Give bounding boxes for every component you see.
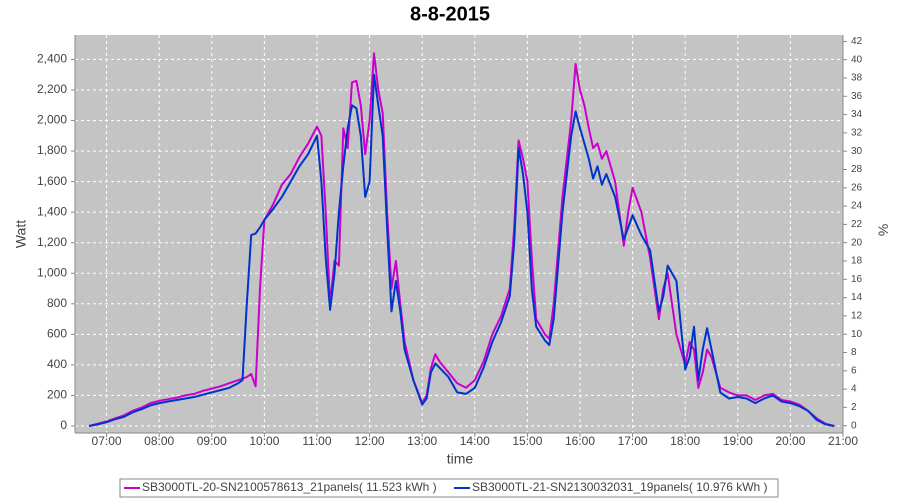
y-tick-label: 1,200 xyxy=(37,235,67,249)
y2-tick-label: 8 xyxy=(851,347,857,358)
x-tick-label: 21:00 xyxy=(828,434,858,448)
x-tick-label: 16:00 xyxy=(565,434,595,448)
x-tick-label: 07:00 xyxy=(92,434,122,448)
y2-tick-label: 6 xyxy=(851,365,857,376)
x-tick-label: 19:00 xyxy=(723,434,753,448)
y2-tick-label: 26 xyxy=(851,182,863,193)
y2-tick-label: 20 xyxy=(851,237,863,248)
x-tick-label: 12:00 xyxy=(355,434,385,448)
y-tick-label: 2,000 xyxy=(37,113,67,127)
y-tick-label: 800 xyxy=(47,296,67,310)
y-tick-label: 600 xyxy=(47,327,67,341)
y2-tick-label: 34 xyxy=(851,109,863,120)
y2-tick-label: 36 xyxy=(851,91,863,102)
y2-tick-label: 12 xyxy=(851,311,863,322)
chart-title: 8-8-2015 xyxy=(410,3,490,25)
legend-label: SB3000TL-21-SN2130032031_19panels( 10.97… xyxy=(472,480,768,494)
y-tick-label: 200 xyxy=(47,388,67,402)
x-tick-label: 13:00 xyxy=(407,434,437,448)
y2-tick-label: 0 xyxy=(851,420,857,431)
legend-label: SB3000TL-20-SN2100578613_21panels( 11.52… xyxy=(142,480,437,494)
y2-tick-label: 38 xyxy=(851,73,863,84)
x-tick-label: 15:00 xyxy=(512,434,542,448)
y2-tick-label: 40 xyxy=(851,54,863,65)
y-tick-label: 400 xyxy=(47,357,67,371)
y-tick-label: 2,200 xyxy=(37,82,67,96)
series-line xyxy=(88,52,835,427)
y-tick-label: 1,600 xyxy=(37,174,67,188)
y-tick-label: 2,400 xyxy=(37,52,67,66)
y2-tick-label: 30 xyxy=(851,146,863,157)
y2-tick-label: 42 xyxy=(851,36,863,47)
y-tick-label: 1,000 xyxy=(37,265,67,279)
x-tick-label: 11:00 xyxy=(302,434,331,448)
y-tick-label: 1,400 xyxy=(37,204,67,218)
x-tick-label: 20:00 xyxy=(775,434,805,448)
y2-tick-label: 10 xyxy=(851,329,863,340)
y2-tick-label: 2 xyxy=(851,402,857,413)
series-line xyxy=(88,73,835,427)
y2-tick-label: 14 xyxy=(851,292,863,303)
y-axis-label: Watt xyxy=(13,220,29,248)
x-tick-label: 17:00 xyxy=(618,434,648,448)
y2-tick-label: 32 xyxy=(851,128,863,139)
y-tick-label: 0 xyxy=(60,418,67,432)
legend-box xyxy=(119,478,779,498)
x-axis-label: time xyxy=(447,451,474,467)
y2-tick-label: 16 xyxy=(851,274,863,285)
y2-tick-label: 28 xyxy=(851,164,863,175)
x-tick-label: 14:00 xyxy=(460,434,490,448)
x-tick-label: 09:00 xyxy=(197,434,227,448)
y2-tick-label: 22 xyxy=(851,219,863,230)
x-tick-label: 18:00 xyxy=(670,434,700,448)
y2-tick-label: 4 xyxy=(851,384,857,395)
x-tick-label: 10:00 xyxy=(249,434,279,448)
plot-area xyxy=(75,35,843,433)
y2-tick-label: 18 xyxy=(851,256,863,267)
y-tick-label: 1,800 xyxy=(37,143,67,157)
y2-tick-label: 24 xyxy=(851,201,863,212)
y2-axis-label: % xyxy=(875,224,891,236)
x-tick-label: 08:00 xyxy=(144,434,174,448)
